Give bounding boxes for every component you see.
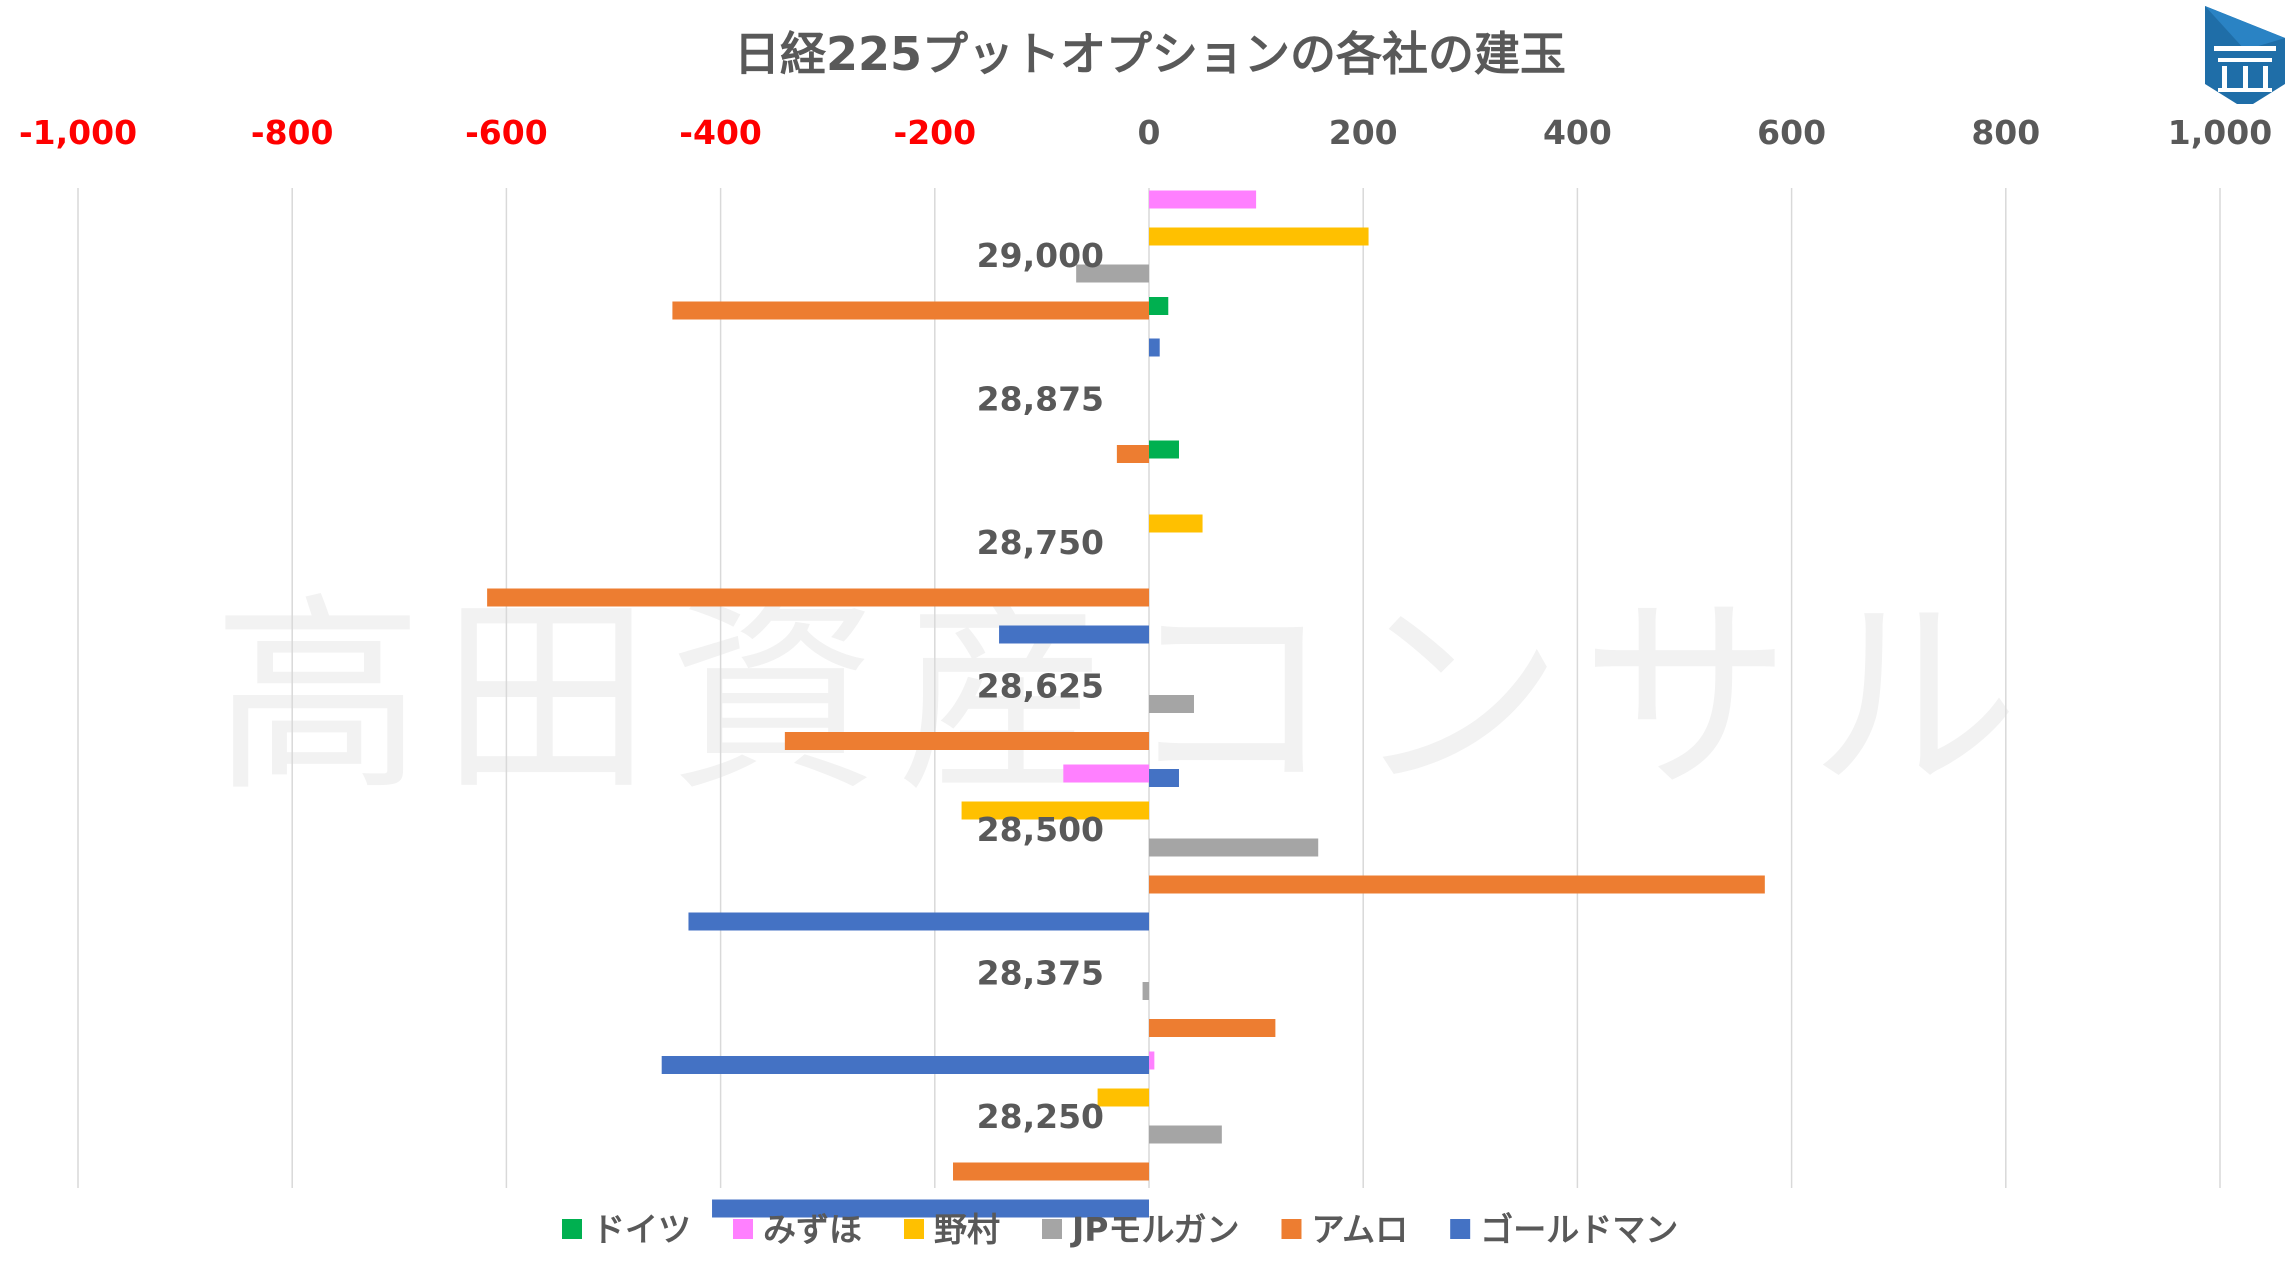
x-tick-label: 800 (1971, 113, 2040, 152)
bar (1149, 1019, 1276, 1037)
watermark: 高田資産コンサル (213, 575, 2037, 820)
bar (1076, 264, 1149, 283)
bar (1149, 695, 1194, 713)
x-tick-label: 600 (1757, 113, 1826, 152)
x-tick-label: 400 (1543, 113, 1612, 152)
legend-item-label: アムロ (1311, 1210, 1408, 1249)
legend-swatch (904, 1219, 924, 1239)
bar (784, 732, 1149, 750)
legend-item-label: 野村 (934, 1210, 1000, 1249)
legend-swatch (1281, 1219, 1302, 1239)
x-tick-label: -1,000 (19, 113, 137, 152)
x-tick-label: -800 (251, 113, 334, 152)
category-label: 28,375 (977, 954, 1104, 993)
bar (953, 1162, 1149, 1181)
bar (999, 625, 1149, 644)
bar (1142, 982, 1149, 1000)
bar (661, 1056, 1149, 1074)
category-label: 28,500 (977, 810, 1104, 849)
x-tick-label: -600 (465, 113, 548, 152)
bar (1149, 514, 1203, 533)
legend: ドイツ みずほ 野村 JPモルガン アムロ ゴールドマン (562, 1210, 1678, 1249)
bar (1149, 190, 1257, 209)
bar (1149, 1051, 1155, 1070)
bar (1116, 445, 1149, 463)
x-tick-label: 0 (1138, 113, 1161, 152)
bar (1149, 338, 1160, 357)
legend-item-label: ドイツ (592, 1210, 691, 1249)
bar (1149, 769, 1179, 787)
bar (1149, 1125, 1222, 1144)
legend-swatch (733, 1219, 753, 1239)
legend-swatch (1042, 1219, 1062, 1239)
x-tick-label: -200 (894, 113, 977, 152)
legend-item-label: みずほ (763, 1210, 862, 1249)
category-label: 28,750 (977, 523, 1104, 562)
category-label: 28,875 (977, 380, 1104, 419)
bar (1063, 764, 1149, 783)
category-label: 28,250 (977, 1097, 1104, 1136)
building-logo-icon (2205, 6, 2285, 104)
bar (961, 801, 1149, 820)
bar (1149, 227, 1369, 246)
bar-layer (487, 190, 1765, 1218)
x-axis-ticks: -1,000 -800 -600 -400 -200 0 200 400 600 800 1,000 (19, 113, 2272, 152)
bar (487, 588, 1149, 607)
bar (1149, 838, 1319, 857)
bar (1149, 297, 1169, 315)
legend-item-label: JPモルガン (1070, 1210, 1239, 1249)
legend-item-label: ゴールドマン (1480, 1210, 1678, 1249)
bar (688, 912, 1149, 931)
x-tick-label: 200 (1329, 113, 1398, 152)
bar (1149, 875, 1765, 894)
category-label: 29,000 (977, 236, 1104, 275)
bar (1097, 1088, 1149, 1107)
x-tick-label: 1,000 (2168, 113, 2272, 152)
bar (1149, 440, 1179, 459)
bar (712, 1199, 1149, 1218)
bar (672, 301, 1149, 320)
x-tick-label: -400 (679, 113, 762, 152)
legend-swatch (562, 1219, 582, 1239)
legend-swatch (1450, 1219, 1471, 1239)
category-label: 28,625 (977, 667, 1104, 706)
chart-title: 日経225プットオプションの各社の建玉 (734, 27, 1566, 81)
category-labels: 29,000 28,875 28,750 28,625 28,500 28,375 28,2… (977, 236, 1104, 1136)
